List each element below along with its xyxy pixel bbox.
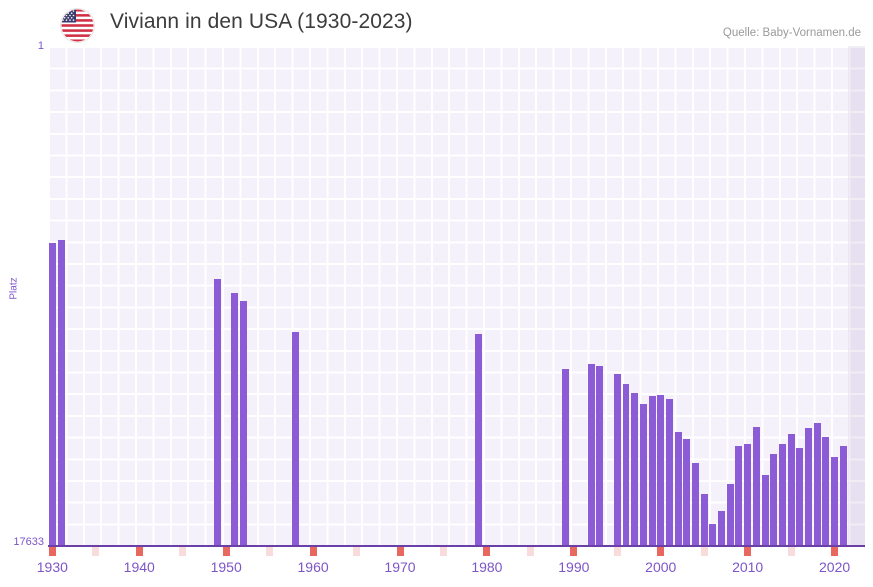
bar-2016 [796,448,804,546]
bar-2010 [744,443,752,546]
bar-1951 [231,292,239,546]
x-tick-1985 [526,547,534,556]
bar-1995 [613,374,621,546]
bar-1992 [587,364,595,546]
x-tick-1970 [396,547,404,556]
bar-1952 [240,300,248,546]
x-tick-2000 [657,547,665,556]
x-tick-2020 [831,547,839,556]
x-tick-1955 [266,547,274,556]
bar-2015 [787,434,795,546]
bar-1993 [596,366,604,546]
bar-1949 [214,279,221,546]
x-axis-label-2020: 2020 [819,559,851,575]
bar-2021 [839,446,847,546]
x-tick-1975 [439,547,447,556]
x-tick-1950 [222,547,230,556]
x-tick-1965 [353,547,361,556]
x-tick-1990 [570,547,578,556]
x-axis-label-1990: 1990 [558,559,590,575]
chart-source-label: Quelle: Baby-Vornamen.de [722,27,861,39]
bar-2011 [752,426,760,546]
x-axis-label-1940: 1940 [123,559,155,575]
x-tick-1995 [613,547,621,556]
bar-2006 [709,523,717,546]
us-flag-icon [61,9,94,42]
bar-2001 [665,399,673,546]
bar-2008 [726,483,734,546]
x-axis-tick-strip [48,547,865,556]
y-axis-top-tick-label: 1 [37,40,44,52]
x-tick-1980 [483,547,491,556]
bar-2013 [770,454,778,546]
bar-2000 [657,394,665,546]
x-tick-1935 [92,547,100,556]
x-tick-1945 [179,547,187,556]
bar-1958 [292,331,300,546]
x-axis-label-1960: 1960 [297,559,329,575]
bar-2007 [718,511,726,546]
bar-2003 [683,439,691,546]
y-axis-bottom-tick-label: 17633 [13,536,44,548]
chart-header: Viviann in den USA (1930-2023) Quelle: B… [0,0,873,46]
bar-2004 [692,463,699,546]
bar-1996 [622,384,630,546]
bar-2020 [831,456,839,546]
bar-1930 [48,242,56,546]
x-tick-1960 [309,547,317,556]
bar-2009 [735,445,743,546]
x-axis-baseline [48,545,865,547]
bar-2014 [778,443,786,546]
bar-2002 [674,431,682,546]
horizontal-gridlines [48,46,865,546]
x-axis-label-1950: 1950 [210,559,242,575]
bar-2017 [805,427,812,546]
x-tick-2015 [787,547,795,556]
bar-1931 [57,239,65,546]
bar-2018 [813,423,821,546]
x-tick-1940 [135,547,143,556]
bar-1989 [561,369,569,546]
x-tick-1930 [48,547,56,556]
bar-2012 [761,475,769,546]
bar-1998 [639,404,647,546]
bar-2019 [822,437,830,546]
x-axis-label-1930: 1930 [36,559,68,575]
y-axis-title: Platz [8,277,20,300]
x-tick-2010 [744,547,752,556]
bar-1999 [648,395,656,546]
x-axis-label-1980: 1980 [471,559,503,575]
x-tick-2005 [700,547,708,556]
bar-2005 [700,494,708,546]
x-axis-label-2000: 2000 [645,559,677,575]
x-axis-label-1970: 1970 [384,559,416,575]
chart-title: Viviann in den USA (1930-2023) [110,10,413,33]
bar-1997 [631,392,639,546]
plot-area [48,46,865,546]
bar-1979 [474,333,482,546]
x-axis-label-2010: 2010 [732,559,764,575]
